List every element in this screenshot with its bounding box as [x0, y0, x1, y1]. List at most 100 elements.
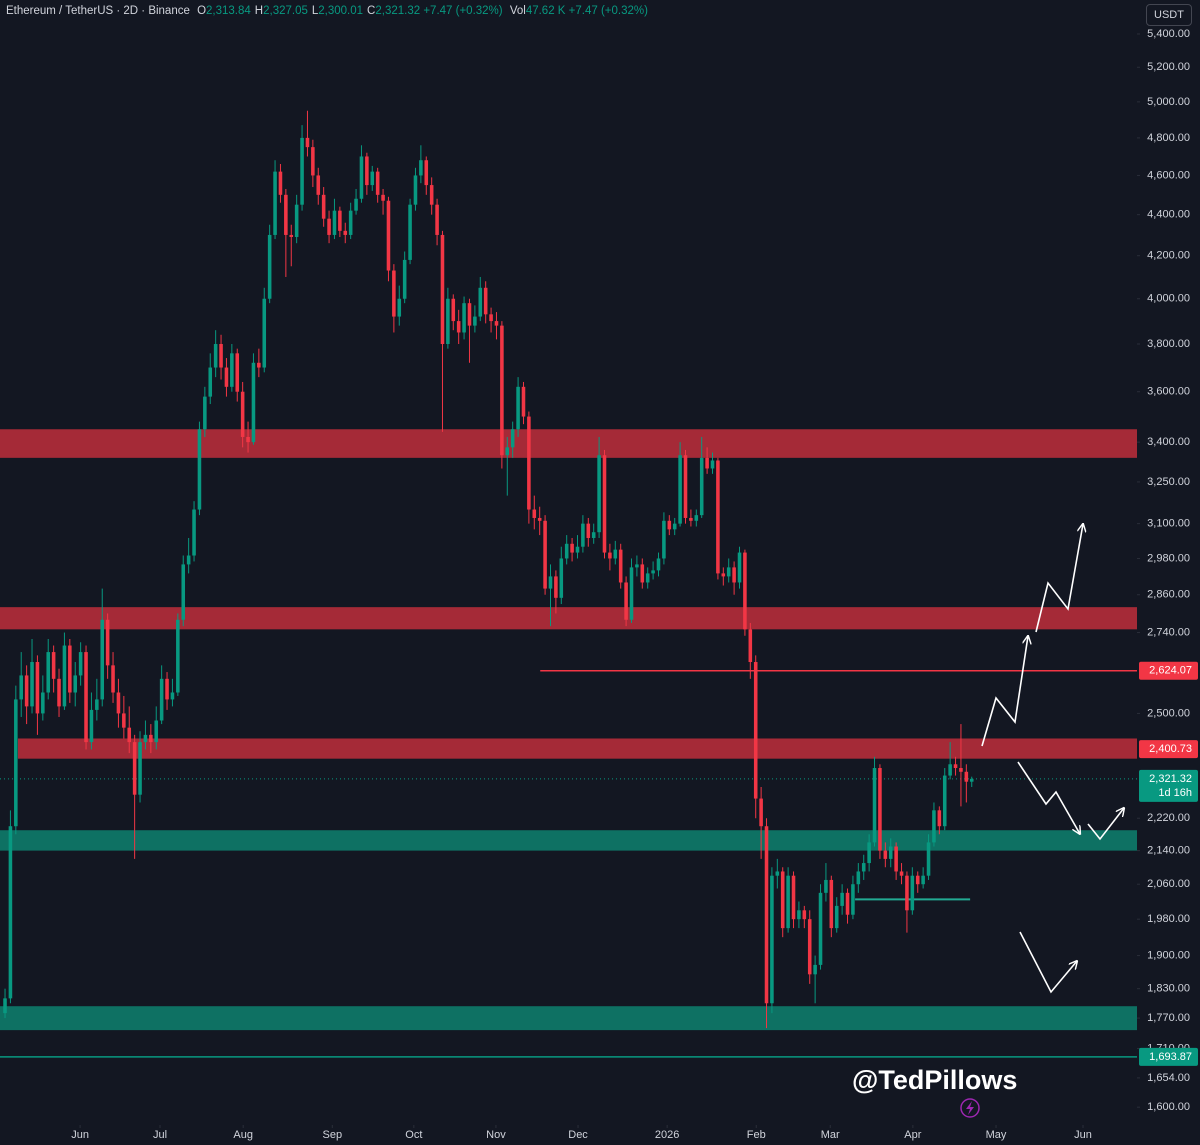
candle-body: [867, 842, 871, 864]
y-tick-label: 3,400.00: [1147, 436, 1190, 448]
change: +7.47 (+0.32%): [423, 5, 503, 17]
candle-body: [451, 298, 456, 322]
candle-body: [343, 230, 348, 235]
candle-body: [230, 353, 234, 387]
candle-body: [278, 171, 283, 195]
candle-body: [721, 573, 726, 577]
y-tick-label: 4,200.00: [1147, 250, 1190, 262]
candle-body: [89, 709, 94, 743]
x-tick-label: 2026: [655, 1129, 679, 1141]
candle-body: [894, 846, 898, 872]
candle-body: [505, 447, 510, 456]
candle-body: [159, 678, 164, 721]
price-tag: [1139, 661, 1198, 680]
candle-body: [932, 810, 936, 843]
y-tick-label: 4,400.00: [1147, 209, 1190, 221]
x-tick-label: Apr: [904, 1129, 921, 1141]
x-tick-label: Oct: [405, 1129, 422, 1141]
y-tick-label: 1,600.00: [1147, 1101, 1190, 1113]
candle-body: [840, 892, 844, 906]
candle-body: [554, 576, 558, 598]
candle-body: [170, 692, 175, 700]
x-tick-label: Feb: [747, 1129, 766, 1141]
candle-body: [705, 457, 709, 469]
x-tick-label: Jun: [71, 1129, 89, 1141]
candle-body: [392, 270, 396, 317]
candle-body: [224, 367, 229, 387]
candle-body: [338, 210, 342, 231]
candle-body: [548, 576, 553, 589]
candle-body: [743, 552, 747, 630]
field-label: H: [254, 5, 264, 17]
candle-body: [802, 910, 807, 920]
candle-body: [424, 160, 429, 186]
candle-body: [57, 678, 61, 707]
candle-body: [176, 619, 180, 693]
candle-body: [240, 391, 245, 437]
candle-body: [629, 567, 634, 620]
y-tick-label: 2,740.00: [1147, 626, 1190, 638]
candle-body: [381, 194, 385, 201]
candle-body: [602, 455, 607, 553]
candle-body: [969, 778, 974, 782]
candle-body: [316, 175, 321, 195]
candle-body: [797, 910, 801, 920]
price-axis: 5,400.00 5,200.00 5,000.00 4,800.00 4,600.00…: [1137, 0, 1200, 1145]
candle-body: [467, 303, 472, 326]
volume: 47.62 K: [525, 5, 566, 17]
y-tick-label: 1,980.00: [1147, 913, 1190, 925]
candle-body: [856, 871, 861, 885]
candle-body: [84, 652, 88, 743]
candle-body: [262, 298, 267, 368]
candle-body: [267, 234, 272, 299]
currency-button[interactable]: USDT: [1146, 4, 1192, 26]
candle-body: [311, 147, 315, 176]
candle-body: [370, 171, 375, 186]
candle-body: [516, 386, 520, 430]
candle-body: [219, 344, 223, 368]
candle-body: [829, 879, 834, 929]
y-tick-label: 1,900.00: [1147, 949, 1190, 961]
zone: [0, 607, 1137, 630]
y-tick-label: 2,140.00: [1147, 845, 1190, 857]
candle-body: [888, 846, 893, 859]
candle-body: [597, 455, 601, 533]
y-tick-label: 5,000.00: [1147, 96, 1190, 108]
candle-body: [926, 842, 931, 876]
candle-body: [710, 460, 715, 469]
candle-body: [413, 175, 418, 205]
price-tag: [1139, 740, 1198, 759]
candle-body: [327, 218, 331, 235]
candle-body: [581, 523, 585, 547]
candle-body: [116, 692, 121, 714]
candle-body: [483, 287, 488, 315]
x-tick-label: Dec: [568, 1129, 588, 1141]
candle-body: [613, 549, 618, 559]
symbol: Ethereum / TetherUS · 2D · Binance: [6, 5, 190, 17]
candle-body: [543, 520, 547, 589]
price-tag: [1139, 1047, 1198, 1066]
candle-body: [257, 362, 261, 368]
candle-body: [737, 552, 742, 583]
candle-body: [699, 457, 704, 516]
candle-body: [672, 523, 677, 530]
candle-body: [321, 194, 326, 219]
y-tick-label: 1,654.00: [1147, 1072, 1190, 1084]
candle-body: [181, 564, 186, 620]
candle-body: [386, 200, 391, 271]
candle-body: [489, 314, 493, 322]
x-tick-label: Sep: [323, 1129, 343, 1141]
candle-body: [105, 619, 110, 666]
candle-body: [948, 764, 952, 776]
candle-body: [397, 298, 402, 317]
candle-body: [618, 549, 623, 583]
candle-body: [510, 429, 515, 448]
price-tag-label: 2,321.32: [1149, 773, 1192, 785]
candle-body: [775, 871, 780, 876]
price-tag: [1139, 769, 1198, 802]
field-value: 2,327.05: [263, 5, 308, 17]
candle-body: [78, 652, 83, 676]
candle-body: [294, 204, 299, 237]
candle-body: [575, 546, 580, 553]
